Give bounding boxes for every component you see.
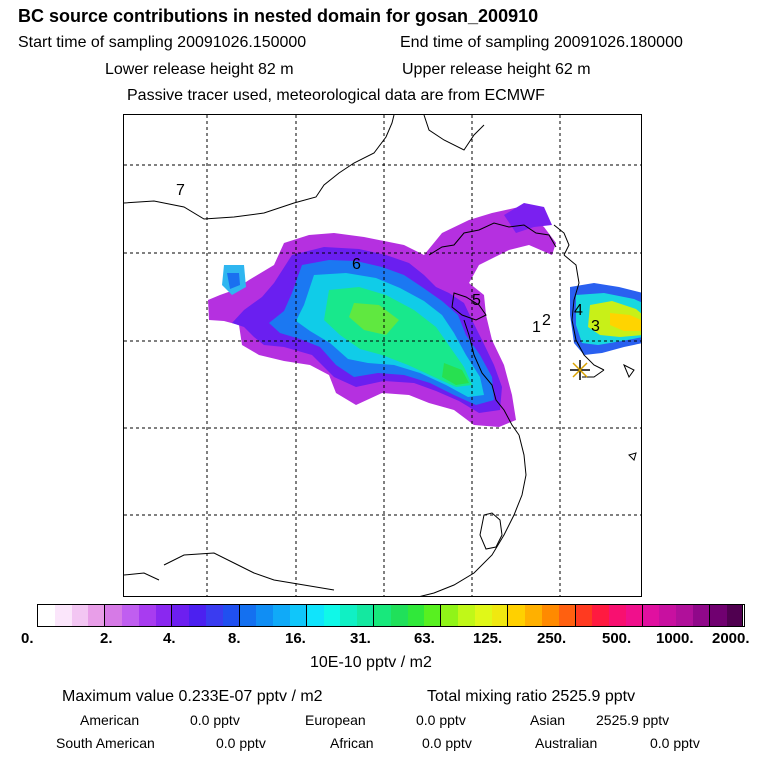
scale-tick-7: 125. xyxy=(473,630,503,647)
scale-swatch xyxy=(407,605,425,626)
scale-swatch xyxy=(474,605,492,626)
scale-swatch xyxy=(222,605,240,626)
scale-swatch xyxy=(508,605,526,626)
scale-swatch xyxy=(273,605,290,626)
scale-swatch xyxy=(625,605,643,626)
south-american-value: 0.0 pptv xyxy=(216,735,266,751)
scale-swatch xyxy=(155,605,173,626)
scale-swatch xyxy=(709,605,727,626)
scale-swatch xyxy=(121,605,139,626)
plot-title: BC source contributions in nested domain… xyxy=(18,6,539,26)
region-label-4: 4 xyxy=(574,302,583,319)
scale-swatch xyxy=(390,605,408,626)
scale-swatch xyxy=(306,605,324,626)
scale-swatch xyxy=(609,605,626,626)
concentration-field xyxy=(208,203,641,427)
scale-swatch xyxy=(457,605,475,626)
maximum-value: Maximum value 0.233E-07 pptv / m2 xyxy=(62,688,323,705)
south-american-label: South American xyxy=(56,735,155,751)
total-mixing-ratio: Total mixing ratio 2525.9 pptv xyxy=(427,688,636,705)
scale-tick-2: 4. xyxy=(163,630,176,647)
scale-swatch xyxy=(54,605,72,626)
scale-tick-5: 31. xyxy=(350,630,371,647)
european-value: 0.0 pptv xyxy=(416,712,466,728)
scale-tick-3: 8. xyxy=(228,630,241,647)
european-label: European xyxy=(305,712,366,728)
scale-swatch xyxy=(357,605,374,626)
scale-swatch xyxy=(541,605,559,626)
african-label: African xyxy=(330,735,374,751)
upper-release-label: Upper release height 62 m xyxy=(402,61,591,78)
map-svg: 7 6 5 1 2 4 3 xyxy=(124,115,641,596)
region-label-5: 5 xyxy=(472,292,481,309)
scale-swatch xyxy=(340,605,358,626)
asian-value: 2525.9 pptv xyxy=(596,712,670,728)
scale-tick-9: 500. xyxy=(602,630,632,647)
scale-swatch xyxy=(71,605,89,626)
australian-label: Australian xyxy=(535,735,598,751)
scale-swatch xyxy=(373,605,391,626)
tracer-note: Passive tracer used, meteorological data… xyxy=(127,87,545,104)
american-value: 0.0 pptv xyxy=(190,712,240,728)
scale-swatch xyxy=(441,605,458,626)
end-time-label: End time of sampling 20091026.180000 xyxy=(400,34,683,51)
scale-swatch xyxy=(575,605,593,626)
scale-tick-6: 63. xyxy=(414,630,435,647)
scale-unit-label: 10E-10 pptv / m2 xyxy=(310,654,432,671)
scale-swatch xyxy=(256,605,274,626)
asian-label: Asian xyxy=(530,712,566,728)
receptor-star-icon xyxy=(570,360,590,380)
lower-release-label: Lower release height 82 m xyxy=(105,61,294,78)
region-label-7: 7 xyxy=(176,182,185,199)
scale-swatch xyxy=(239,605,257,626)
scale-swatch xyxy=(289,605,307,626)
scale-swatch xyxy=(88,605,106,626)
region-label-3: 3 xyxy=(591,318,600,335)
scale-tick-1: 2. xyxy=(100,630,113,647)
scale-swatch xyxy=(105,605,122,626)
region-label-6: 6 xyxy=(352,256,361,273)
scale-swatch xyxy=(424,605,442,626)
scale-swatch xyxy=(205,605,223,626)
region-label-1: 1 xyxy=(532,319,541,336)
scale-swatch xyxy=(659,605,677,626)
scale-tick-10: 1000. xyxy=(656,630,694,647)
scale-tick-8: 250. xyxy=(537,630,567,647)
african-value: 0.0 pptv xyxy=(422,735,472,751)
scale-swatch xyxy=(189,605,206,626)
scale-swatch xyxy=(525,605,542,626)
graticule xyxy=(124,115,641,596)
scale-swatch xyxy=(491,605,509,626)
start-time-label: Start time of sampling 20091026.150000 xyxy=(18,34,307,51)
scale-swatch xyxy=(592,605,610,626)
coastlines xyxy=(124,115,637,596)
scale-swatch xyxy=(693,605,710,626)
scale-swatch xyxy=(726,605,744,626)
scale-swatch xyxy=(323,605,341,626)
scale-tick-0: 0. xyxy=(21,630,34,647)
region-label-2: 2 xyxy=(542,312,551,329)
american-label: American xyxy=(80,712,140,728)
scale-swatch xyxy=(558,605,576,626)
color-scale-bar xyxy=(37,604,745,627)
scale-swatch xyxy=(138,605,156,626)
scale-tick-4: 16. xyxy=(285,630,306,647)
scale-swatch xyxy=(642,605,660,626)
scale-tick-11: 2000. xyxy=(712,630,750,647)
scale-swatch xyxy=(676,605,694,626)
australian-value: 0.0 pptv xyxy=(650,735,700,751)
scale-swatch xyxy=(172,605,190,626)
map-panel: 7 6 5 1 2 4 3 xyxy=(123,114,642,597)
scale-swatch xyxy=(38,605,55,626)
